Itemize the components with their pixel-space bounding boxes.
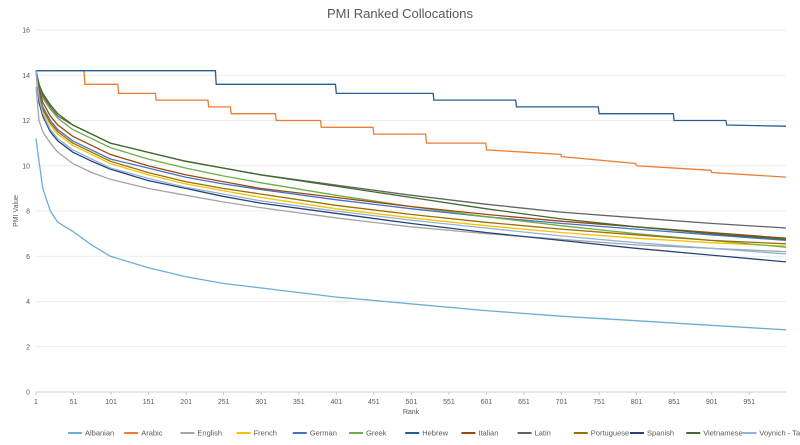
series-line-german bbox=[35, 70, 787, 242]
x-tick-label: 1 bbox=[34, 399, 38, 406]
y-tick-label: 6 bbox=[26, 254, 30, 261]
legend-label-italian: Italian bbox=[478, 429, 498, 438]
series-line-portuguese bbox=[35, 70, 787, 245]
legend-label-portuguese: Portuguese bbox=[591, 429, 629, 438]
y-tick-label: 8 bbox=[26, 209, 30, 216]
series-line-italian bbox=[35, 70, 787, 239]
series-line-greek bbox=[35, 70, 787, 248]
series-line-arabic bbox=[36, 70, 787, 178]
x-tick-label: 351 bbox=[293, 399, 305, 406]
y-tick-label: 4 bbox=[26, 299, 30, 306]
legend: Albanian Arabic English French German Greek He… bbox=[68, 429, 800, 438]
series-line-albanian bbox=[35, 138, 787, 331]
series-line-french bbox=[35, 70, 787, 247]
x-tick-label: 751 bbox=[593, 399, 605, 406]
x-tick-label: 301 bbox=[255, 399, 267, 406]
legend-label-french: French bbox=[254, 429, 277, 438]
gridlines bbox=[36, 29, 786, 393]
series-line-english bbox=[35, 86, 787, 253]
x-tick-label: 651 bbox=[518, 399, 530, 406]
legend-label-spanish: Spanish bbox=[647, 429, 674, 438]
x-tick-label: 251 bbox=[218, 399, 230, 406]
x-tick-label: 501 bbox=[406, 399, 418, 406]
x-tick-label: 951 bbox=[743, 399, 755, 406]
y-tick-label: 12 bbox=[22, 118, 30, 125]
series-line-spanish bbox=[35, 70, 787, 263]
y-axis-label: PMI Value bbox=[13, 195, 20, 227]
y-tick-label: 0 bbox=[26, 390, 30, 397]
chart-title: PMI Ranked Collocations bbox=[327, 6, 473, 21]
x-tick-label: 51 bbox=[70, 399, 78, 406]
legend-label-latin: Latin bbox=[535, 429, 551, 438]
legend-label-vietnamese: Vietnamese bbox=[703, 429, 742, 438]
series-line-hebrew bbox=[36, 70, 787, 127]
legend-label-hebrew: Hebrew bbox=[422, 429, 448, 438]
x-tick-label: 601 bbox=[481, 399, 493, 406]
x-tick-label: 401 bbox=[330, 399, 342, 406]
legend-label-voynich-takahashi: Voynich - Takahashi bbox=[759, 429, 800, 438]
x-tick-label: 451 bbox=[368, 399, 380, 406]
x-tick-label: 701 bbox=[556, 399, 568, 406]
x-tick-label: 901 bbox=[706, 399, 718, 406]
x-tick-label: 201 bbox=[180, 399, 192, 406]
x-tick-label: 551 bbox=[443, 399, 455, 406]
legend-label-german: German bbox=[310, 429, 337, 438]
legend-label-greek: Greek bbox=[366, 429, 387, 438]
x-tick-label: 151 bbox=[143, 399, 155, 406]
y-tick-label: 2 bbox=[26, 344, 30, 351]
y-tick-label: 14 bbox=[22, 73, 30, 80]
x-tick-label: 801 bbox=[631, 399, 643, 406]
series-line-voynich-takahashi bbox=[35, 70, 787, 255]
y-tick-label: 10 bbox=[22, 163, 30, 170]
series-line-vietnamese bbox=[35, 70, 787, 240]
series-lines bbox=[35, 70, 787, 331]
x-axis-label: Rank bbox=[403, 409, 420, 416]
y-tick-label: 16 bbox=[22, 28, 30, 35]
legend-label-albanian: Albanian bbox=[85, 429, 114, 438]
x-tick-label: 101 bbox=[105, 399, 117, 406]
legend-label-english: English bbox=[197, 429, 222, 438]
legend-label-arabic: Arabic bbox=[141, 429, 163, 438]
x-tick-label: 851 bbox=[668, 399, 680, 406]
